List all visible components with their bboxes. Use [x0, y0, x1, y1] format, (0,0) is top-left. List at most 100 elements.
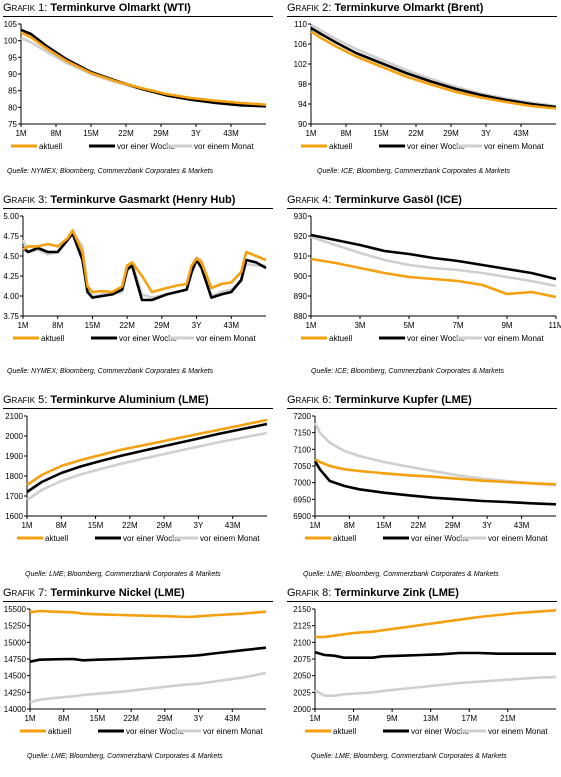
x-tick-label: 5M — [403, 321, 414, 330]
series-line-monat — [26, 431, 268, 502]
y-tick-label: 98 — [298, 80, 307, 89]
x-tick-label: 15M — [376, 521, 392, 530]
series-line-monat — [310, 235, 557, 288]
y-tick-label: 4.00 — [3, 292, 19, 301]
legend-label-woche: vor einer Woche — [117, 142, 176, 151]
x-tick-label: 29M — [443, 129, 459, 138]
legend-label-woche: vor einer Woche — [119, 334, 178, 343]
chart-svg: 90 94 98 102 106 110 1M 8M 15M 22M 29M 3Y 43M aktuell… — [294, 20, 557, 151]
x-tick-label: 1M — [24, 714, 35, 723]
title-underline — [3, 208, 273, 209]
series-line-monat — [310, 23, 557, 108]
x-tick-label: 22M — [408, 129, 424, 138]
legend-label-woche: vor einer Woche — [411, 727, 470, 736]
y-tick-label: 910 — [294, 252, 308, 261]
x-tick-label: 3Y — [194, 521, 204, 530]
y-tick-label: 14000 — [4, 705, 27, 714]
x-tick-label: 22M — [411, 521, 427, 530]
y-tick-label: 7200 — [293, 412, 311, 421]
x-tick-label: 1M — [17, 321, 28, 330]
y-tick-label: 90 — [298, 120, 307, 129]
x-tick-label: 22M — [118, 129, 134, 138]
chart-svg: 3.75 4.00 4.25 4.50 4.75 5.00 1M 8M 15M 22M 29M 3Y 4… — [3, 212, 267, 343]
x-tick-label: 15M — [83, 129, 99, 138]
y-tick-label: 930 — [294, 212, 308, 221]
x-tick-label: 22M — [122, 521, 138, 530]
chart-title: Grafik 4: Terminkurve Gasöl (ICE) — [287, 194, 462, 206]
chart-svg: 6900 6950 7000 7050 7100 7150 7200 1M 8M 15M 22M 29… — [293, 412, 557, 543]
legend-label-monat: vor einem Monat — [484, 334, 544, 343]
y-tick-label: 80 — [8, 103, 17, 112]
x-tick-label: 9M — [387, 714, 398, 723]
y-tick-label: 2150 — [293, 605, 311, 614]
series-line-monat — [29, 671, 267, 704]
x-tick-label: 21M — [500, 714, 516, 723]
chart-source: Quelle: ICE; Bloomberg, Commerzbank Corp… — [311, 368, 504, 375]
chart-svg: 880 890 900 910 920 930 1M 3M 5M 7M 9M 11M aktuell vo… — [294, 212, 561, 343]
legend-label-woche: vor einer Woche — [407, 142, 466, 151]
series-line-aktuell — [29, 609, 267, 619]
y-tick-label: 2100 — [5, 412, 23, 421]
x-tick-label: 5M — [348, 714, 359, 723]
chart-source: Quelle: LME; Bloomberg, Commerzbank Corp… — [303, 571, 499, 578]
series-line-aktuell — [315, 609, 557, 639]
chart-panel-2: Grafik 2: Terminkurve Olmarkt (Brent) 90… — [287, 2, 561, 192]
chart-source: Quelle: NYMEX; Bloomberg, Commerzbank Co… — [7, 368, 214, 375]
y-tick-label: 6900 — [293, 512, 311, 521]
x-tick-label: 29M — [154, 321, 170, 330]
chart-panel-5: Grafik 5: Terminkurve Aluminium (LME) 16… — [3, 394, 283, 584]
x-tick-label: 3Y — [192, 321, 202, 330]
y-tick-label: 94 — [298, 100, 307, 109]
series-line-woche — [314, 651, 556, 660]
legend-label-aktuell: aktuell — [329, 142, 352, 151]
x-tick-label: 3Y — [481, 129, 491, 138]
x-tick-label: 43M — [225, 521, 241, 530]
x-tick-label: 8M — [52, 321, 63, 330]
y-tick-label: 15500 — [4, 605, 27, 614]
x-tick-label: 8M — [344, 521, 355, 530]
chart-title: Grafik 8: Terminkurve Zink (LME) — [287, 587, 459, 599]
title-underline — [3, 16, 273, 17]
title-underline — [3, 408, 273, 409]
y-tick-label: 2000 — [293, 705, 311, 714]
x-tick-label: 1M — [305, 321, 316, 330]
series-line-woche — [26, 422, 268, 494]
x-tick-label: 1M — [305, 129, 316, 138]
series-line-aktuell — [310, 257, 557, 299]
legend-label-aktuell: aktuell — [48, 727, 71, 736]
x-tick-label: 8M — [56, 521, 67, 530]
chart-source: Quelle: LME; Bloomberg, Commerzbank Corp… — [25, 571, 221, 578]
chart-panel-8: Grafik 8: Terminkurve Zink (LME) 2000 202… — [287, 587, 561, 777]
y-tick-label: 14250 — [4, 688, 27, 697]
x-tick-label: 7M — [452, 321, 463, 330]
legend-label-aktuell: aktuell — [41, 334, 64, 343]
series-line-aktuell — [26, 418, 268, 487]
title-underline — [287, 408, 557, 409]
chart-panel-1: Grafik 1: Terminkurve Olmarkt (WTI) 75 80… — [3, 2, 283, 192]
x-tick-label: 8M — [58, 714, 69, 723]
legend-label-aktuell: aktuell — [45, 534, 68, 543]
legend-label-monat: vor einem Monat — [200, 534, 260, 543]
series-line-monat — [21, 230, 266, 299]
x-tick-label: 1M — [309, 521, 320, 530]
x-tick-label: 1M — [309, 714, 320, 723]
chart-panel-3: Grafik 3: Terminkurve Gasmarkt (Henry Hu… — [3, 194, 283, 384]
x-tick-label: 3Y — [194, 714, 204, 723]
y-tick-label: 14500 — [4, 672, 27, 681]
chart-source: Quelle: LME; Bloomberg, Commerzbank Corp… — [27, 753, 223, 760]
title-underline — [287, 16, 557, 17]
series-line-monat — [314, 675, 557, 697]
chart-title: Grafik 2: Terminkurve Olmarkt (Brent) — [287, 2, 484, 14]
chart-svg: 2000 2025 2050 2075 2100 2125 2150 1M 5M 9M 13M 17M… — [293, 605, 557, 736]
y-tick-label: 4.25 — [3, 272, 19, 281]
y-tick-label: 6950 — [293, 495, 311, 504]
y-tick-label: 900 — [294, 272, 308, 281]
series-line-monat — [20, 36, 267, 107]
chart-title: Grafik 7: Terminkurve Nickel (LME) — [3, 587, 185, 599]
y-tick-label: 890 — [294, 292, 308, 301]
y-tick-label: 1700 — [5, 492, 23, 501]
series-line-woche — [313, 460, 557, 506]
chart-panel-6: Grafik 6: Terminkurve Kupfer (LME) 6900 6… — [287, 394, 561, 584]
x-tick-label: 8M — [340, 129, 351, 138]
x-tick-label: 3Y — [191, 129, 201, 138]
